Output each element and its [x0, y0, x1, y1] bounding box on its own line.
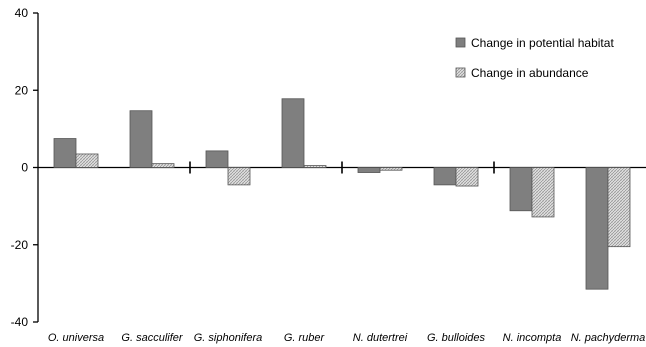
legend-label: Change in potential habitat: [471, 36, 614, 50]
legend-swatch: [455, 37, 466, 48]
legend-label: Change in abundance: [471, 66, 589, 80]
category-label: N. incompta: [503, 332, 562, 344]
legend-swatch: [455, 67, 466, 78]
y-tick-label: -40: [11, 315, 29, 329]
bar-potential-habitat: [281, 98, 305, 168]
bar-potential-habitat: [205, 150, 229, 168]
y-tick-label: 0: [21, 161, 28, 175]
bar-potential-habitat: [509, 167, 533, 212]
bar-abundance: [455, 167, 479, 187]
y-tick-label: -20: [11, 238, 29, 252]
category-label: G. siphonifera: [194, 332, 262, 344]
category-label: N. dutertrei: [353, 332, 408, 344]
x-axis: [38, 161, 646, 174]
y-tick-label: 40: [15, 6, 29, 20]
y-axis: -40 -20 0 20 40: [11, 6, 39, 329]
bar-abundance: [379, 167, 403, 171]
bar-abundance: [75, 153, 99, 168]
category-label: G. bulloides: [427, 332, 486, 344]
bar-potential-habitat: [129, 110, 153, 168]
legend: Change in potential habitat Change in abu…: [455, 36, 614, 80]
category-label: O. universa: [48, 332, 104, 344]
bar-potential-habitat: [357, 167, 381, 173]
bar-abundance: [227, 167, 251, 186]
category-label: G. ruber: [284, 332, 326, 344]
bars: [53, 98, 631, 290]
bar-potential-habitat: [585, 167, 609, 290]
bar-potential-habitat: [433, 167, 457, 186]
bar-abundance: [607, 167, 631, 248]
bar-abundance: [531, 167, 555, 218]
bar-potential-habitat: [53, 138, 77, 168]
y-tick-label: 20: [15, 83, 29, 97]
bar-abundance: [151, 163, 175, 168]
category-label: N. pachyderma: [571, 332, 646, 344]
category-label: G. sacculifer: [121, 332, 183, 344]
category-labels: O. universa G. sacculifer G. siphonifera G.…: [48, 332, 645, 344]
bar-abundance: [303, 165, 327, 168]
